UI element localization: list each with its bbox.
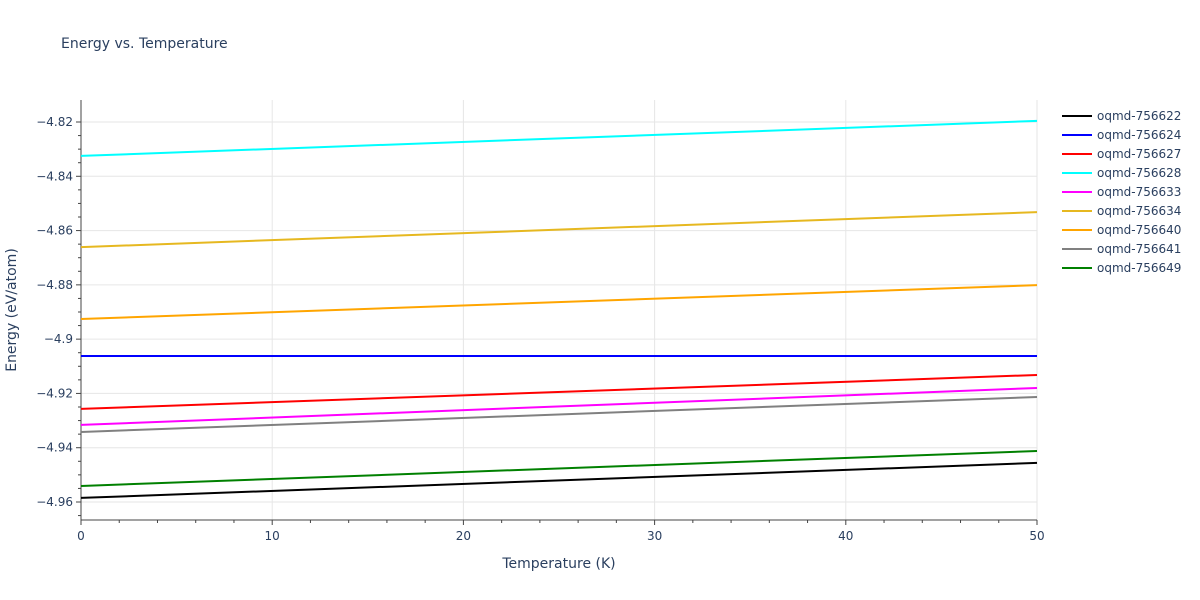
legend-item[interactable]: oqmd-756641 [1062, 239, 1181, 258]
series-line-oqmd-756628 [80, 119, 1038, 157]
legend-swatch-icon [1062, 152, 1092, 155]
x-tick-label: 10 [265, 529, 280, 543]
series-line-oqmd-756640 [80, 284, 1038, 321]
legend-label: oqmd-756627 [1097, 146, 1182, 161]
y-tick-label: −4.84 [36, 169, 73, 183]
y-axis-title: Energy (eV/atom) [4, 248, 20, 372]
x-tick-label: 40 [838, 529, 853, 543]
y-tick-label: −4.92 [36, 386, 73, 400]
series-line-oqmd-756641 [80, 395, 1038, 433]
legend-swatch-icon [1062, 209, 1092, 212]
legend-item[interactable]: oqmd-756627 [1062, 144, 1181, 163]
legend-label: oqmd-756649 [1097, 260, 1182, 275]
series-line-oqmd-756633 [80, 387, 1038, 426]
legend-swatch-icon [1062, 171, 1092, 174]
legend-swatch-icon [1062, 228, 1092, 231]
legend-swatch-icon [1062, 266, 1092, 269]
legend-item[interactable]: oqmd-756640 [1062, 220, 1181, 239]
legend-item[interactable]: oqmd-756624 [1062, 125, 1181, 144]
x-tick-label: 0 [77, 529, 85, 543]
legend-swatch-icon [1062, 247, 1092, 250]
legend-item[interactable]: oqmd-756649 [1062, 258, 1181, 277]
legend-swatch-icon [1062, 190, 1092, 193]
legend-label: oqmd-756634 [1097, 203, 1182, 218]
x-tick-label: 30 [647, 529, 662, 543]
legend-swatch-icon [1062, 133, 1092, 136]
chart-title: Energy vs. Temperature [61, 36, 228, 52]
legend-item[interactable]: oqmd-756633 [1062, 182, 1181, 201]
legend-label: oqmd-756633 [1097, 184, 1182, 199]
series-line-oqmd-756634 [80, 211, 1038, 249]
tick-labels: 0 10 20 30 40 50 −4.82 −4.84 −4.86 −4.88 −4.9 −4.92… [36, 115, 1044, 543]
legend-item[interactable]: oqmd-756634 [1062, 201, 1181, 220]
y-tick-label: −4.86 [36, 224, 73, 238]
x-axis-title: Temperature (K) [501, 556, 615, 572]
legend-item[interactable]: oqmd-756622 [1062, 106, 1181, 125]
legend-label: oqmd-756622 [1097, 108, 1182, 123]
series-line-oqmd-756627 [80, 373, 1038, 410]
axes [76, 100, 1038, 525]
series-line-oqmd-756649 [80, 449, 1038, 487]
y-tick-label: −4.88 [36, 278, 73, 292]
y-tick-label: −4.9 [44, 332, 73, 346]
y-tick-label: −4.82 [36, 115, 73, 129]
legend-label: oqmd-756624 [1097, 127, 1182, 142]
legend-label: oqmd-756628 [1097, 165, 1182, 180]
series-line-oqmd-756622 [80, 461, 1038, 499]
legend-label: oqmd-756641 [1097, 241, 1182, 256]
legend-item[interactable]: oqmd-756628 [1062, 163, 1181, 182]
y-tick-label: −4.94 [36, 441, 73, 455]
x-tick-label: 20 [456, 529, 471, 543]
x-tick-label: 50 [1029, 529, 1044, 543]
legend: oqmd-756622 oqmd-756624 oqmd-756627 oqmd-75… [1062, 106, 1181, 277]
legend-swatch-icon [1062, 114, 1092, 117]
data-lines [80, 119, 1038, 499]
legend-label: oqmd-756640 [1097, 222, 1182, 237]
y-tick-label: −4.96 [36, 495, 73, 509]
